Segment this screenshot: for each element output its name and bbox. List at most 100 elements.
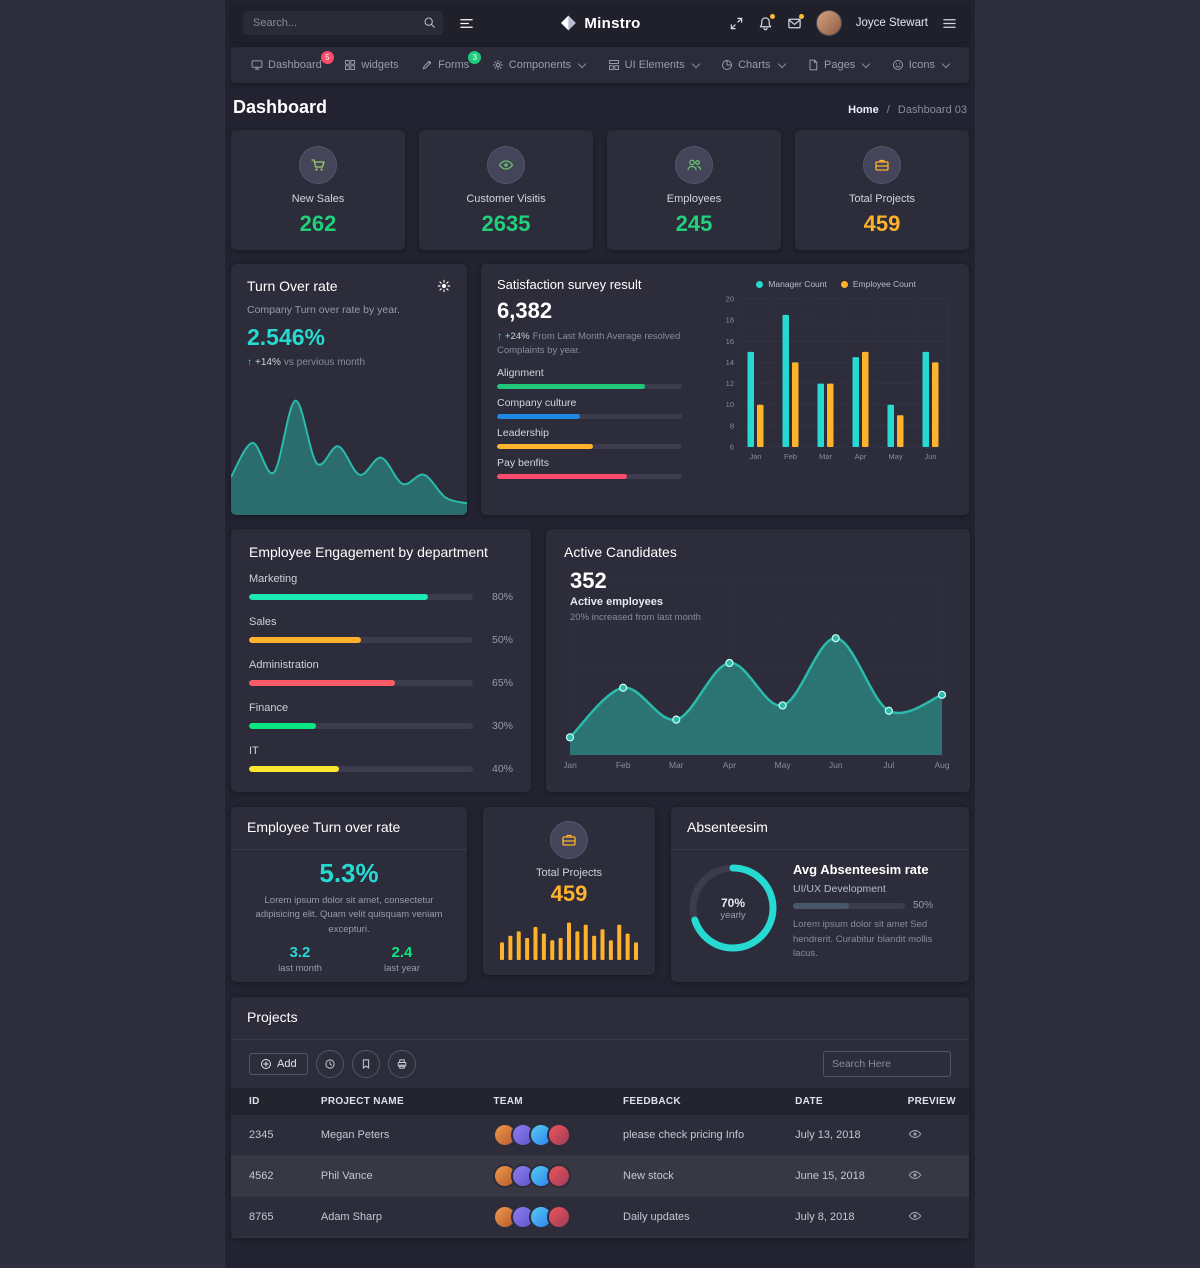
donut-value: 70% (720, 895, 746, 910)
svg-text:20: 20 (726, 295, 734, 304)
brand-name: Minstro (584, 14, 641, 32)
page-title: Dashboard (233, 97, 328, 117)
engagement-row: IT 40% (249, 745, 513, 775)
monitor-icon (251, 59, 263, 71)
team-avatar[interactable] (547, 1205, 572, 1229)
table-row[interactable]: 4562 Phil Vance New stock June 15, 2018 (231, 1155, 969, 1197)
topbar: Minstro Joyce Stewart (231, 4, 969, 42)
preview-eye-icon[interactable] (908, 1209, 922, 1223)
cell-id: 4562 (231, 1155, 309, 1197)
svg-text:May: May (775, 760, 792, 770)
satisfaction-value: 6,382 (497, 298, 553, 323)
charts-icon (721, 59, 733, 71)
cell-team (481, 1155, 611, 1197)
briefcase-icon (561, 832, 577, 848)
nav-item-ui-elements[interactable]: UI Elements (608, 59, 700, 71)
engagement-label: Sales (249, 616, 277, 628)
table-row[interactable]: 2345 Megan Peters please check pricing I… (231, 1115, 969, 1156)
projects-table: ID PROJECT NAME TEAM FEEDBACK DATE PREVIEW 23… (231, 1088, 969, 1238)
up-arrow-icon: ↑ (247, 357, 252, 368)
components-icon (492, 59, 504, 71)
svg-text:8: 8 (730, 421, 734, 430)
app-container: Minstro Joyce Stewart Dashboard 5 widget… (225, 0, 975, 1268)
progress-label: Company culture (497, 396, 577, 409)
candidates-note: 20% increased from last month (570, 612, 701, 623)
candidates-line-chart: Jan Feb Mar Apr May Jun Jul Aug (563, 568, 952, 778)
nav-item-label: Icons (908, 59, 935, 71)
bell-icon[interactable] (758, 13, 775, 31)
engagement-row: Finance 30% (249, 702, 513, 732)
total-projects-sparkline (497, 912, 641, 965)
satisfaction-bar-chart: 20 18 16 14 12 10 8 6 Jan Feb Mar Apr May Jun (720, 291, 952, 468)
cell-team (481, 1196, 611, 1238)
nav-item-dashboard[interactable]: Dashboard 5 (251, 51, 334, 71)
absenteeism-donut-chart: 70% yearly (687, 862, 779, 954)
bookmark-button[interactable] (351, 1050, 380, 1078)
nav-item-components[interactable]: Components (492, 59, 587, 71)
forms-icon (421, 59, 433, 71)
cell-date: July 8, 2018 (783, 1196, 896, 1238)
table-row[interactable]: 8765 Adam Sharp Daily updates July 8, 20… (231, 1196, 969, 1238)
svg-text:Apr: Apr (855, 452, 867, 461)
engagement-title: Employee Engagement by department (249, 544, 488, 560)
preview-eye-icon[interactable] (908, 1127, 922, 1141)
nav-item-icons[interactable]: Icons (892, 59, 951, 71)
turnover-title: Turn Over rate (247, 278, 338, 294)
team-avatar[interactable] (547, 1123, 572, 1147)
mail-icon[interactable] (787, 13, 804, 31)
column-header: DATE (783, 1088, 896, 1115)
engagement-label: Finance (249, 702, 289, 714)
stat-label: Customer Visitis (466, 193, 546, 205)
engagement-label: Administration (249, 659, 319, 671)
stat-label: New Sales (291, 193, 345, 205)
history-button[interactable] (315, 1050, 344, 1078)
candidates-label: Active employees (570, 596, 663, 608)
projects-table-header: ID PROJECT NAME TEAM FEEDBACK DATE PREVIEW (231, 1088, 969, 1115)
absenteeism-heading: Avg Absenteesim rate (793, 862, 929, 877)
engagement-percent: 80% (491, 591, 513, 603)
engagement-row: Sales 50% (249, 616, 513, 646)
search-input[interactable] (243, 11, 443, 35)
breadcrumb: Home / Dashboard 03 (848, 104, 967, 116)
cell-date: June 15, 2018 (783, 1155, 896, 1197)
plus-circle-icon (260, 1058, 272, 1070)
engagement-row: Marketing 80% (249, 573, 513, 603)
table-search-input[interactable] (823, 1051, 951, 1077)
gear-icon[interactable] (437, 279, 451, 293)
chevron-down-icon (861, 59, 871, 68)
nav-item-charts[interactable]: Charts (721, 59, 786, 71)
engagement-list: Marketing 80% Sales 50% Administration 6… (249, 573, 513, 775)
engagement-label: IT (249, 745, 259, 757)
total-projects-value: 459 (550, 881, 588, 906)
search-icon[interactable] (423, 16, 436, 29)
svg-text:Jun: Jun (924, 452, 936, 461)
breadcrumb-home[interactable]: Home (848, 104, 879, 116)
print-button[interactable] (387, 1050, 416, 1078)
nav-item-pages[interactable]: Pages (807, 59, 871, 71)
stat-value: 459 (863, 211, 901, 236)
pages-icon (807, 59, 819, 71)
stat-label: Employees (666, 193, 722, 205)
preview-eye-icon[interactable] (908, 1168, 922, 1182)
cell-feedback: Daily updates (611, 1196, 784, 1238)
svg-text:Jan: Jan (749, 452, 761, 461)
engagement-label: Marketing (249, 573, 298, 585)
candidates-overlay: 352 Active employees 20% increased from … (570, 568, 701, 623)
nav-item-forms[interactable]: Forms 3 (421, 51, 482, 71)
eye-icon (498, 157, 514, 173)
team-avatar[interactable] (547, 1164, 572, 1188)
nav-item-widgets[interactable]: widgets (344, 59, 399, 71)
progress-label: Pay benfits (497, 456, 549, 469)
chevron-down-icon (777, 59, 786, 68)
expand-icon[interactable] (729, 16, 744, 31)
nav-item-label: Components (508, 59, 572, 71)
svg-text:Jun: Jun (829, 760, 843, 770)
donut-sublabel: yearly (720, 909, 746, 921)
user-avatar[interactable] (815, 10, 842, 36)
list-icon[interactable] (459, 16, 474, 31)
cell-name: Phil Vance (308, 1155, 482, 1197)
add-button[interactable]: Add (249, 1053, 308, 1075)
svg-text:16: 16 (726, 337, 734, 346)
stat-value: 245 (675, 211, 713, 236)
menu-icon[interactable] (942, 16, 957, 31)
